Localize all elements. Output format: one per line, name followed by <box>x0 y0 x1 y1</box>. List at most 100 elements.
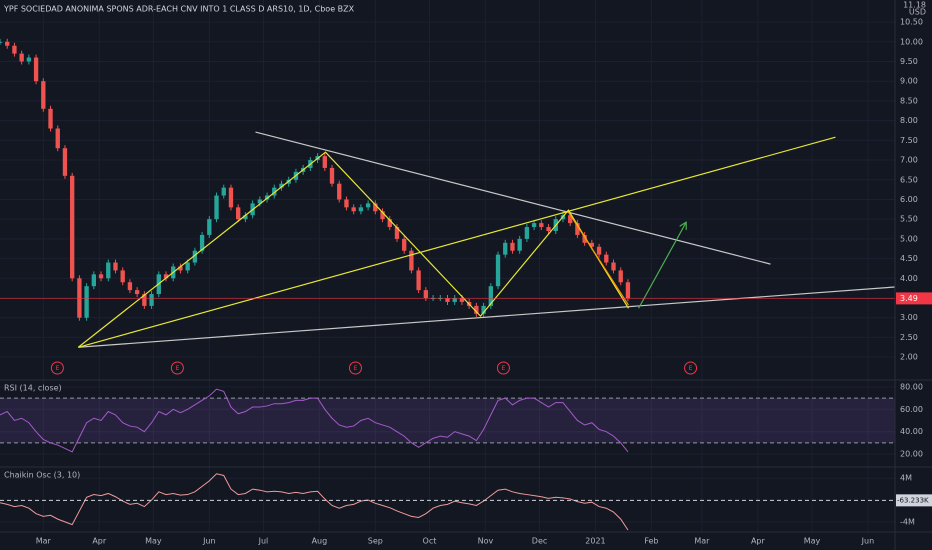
indicator-last-label: -63.233K <box>897 496 929 504</box>
y-tick-label: 3.00 <box>900 313 918 322</box>
candle-body <box>221 187 226 196</box>
candle-body <box>33 57 39 82</box>
candle-body <box>120 270 125 283</box>
x-tick-label: Jun <box>202 537 216 546</box>
candle-body <box>531 223 537 228</box>
candle-body <box>329 167 335 184</box>
candle-body <box>48 108 53 129</box>
y-tick-label: 8.50 <box>900 96 918 105</box>
candle-body <box>199 234 205 251</box>
candle-body <box>365 203 371 208</box>
y-tick-label: 5.00 <box>900 234 918 243</box>
x-tick-label: Nov <box>478 537 494 546</box>
earnings-label: E <box>175 365 179 372</box>
indicator-name: Chaikin Osc (3, 10) <box>4 471 80 480</box>
candle-body <box>106 262 111 279</box>
x-tick-label: Mar <box>36 537 52 546</box>
candle-body <box>192 250 198 263</box>
x-tick-label: Jun <box>861 537 875 546</box>
candle-body <box>228 187 234 208</box>
label-layer: Mar Apr May Jun Jul Aug Sep Oct Nov Dec 2021 Feb Mar… <box>4 18 932 546</box>
indicator-line <box>0 388 629 453</box>
y-tick-label: 6.00 <box>900 195 918 204</box>
candle-body <box>452 298 457 302</box>
candle-body <box>98 274 104 279</box>
candle-body <box>539 223 544 228</box>
candle-body <box>380 211 385 220</box>
y-tick-label: 10.00 <box>900 37 923 46</box>
x-tick-label: Jul <box>258 537 269 546</box>
candle-body <box>596 246 602 255</box>
candle-body <box>604 254 609 263</box>
candle-body <box>618 270 623 283</box>
x-tick-label: Feb <box>644 537 658 546</box>
earnings-marker <box>348 361 362 375</box>
y-tick-label: 2.00 <box>900 353 918 362</box>
last-price-box <box>896 292 932 305</box>
candle-body <box>568 215 573 224</box>
last-price-label: 3.49 <box>900 294 918 303</box>
candle-body <box>517 238 522 251</box>
earnings-marker <box>50 361 64 375</box>
indicator-last-box <box>896 494 932 507</box>
y-tick-label: 7.00 <box>900 156 918 165</box>
candle-body <box>423 290 429 299</box>
candle-body <box>322 156 327 168</box>
y-tick-label: 8.00 <box>900 116 918 125</box>
candle-body <box>84 286 89 318</box>
earnings-marker <box>684 361 698 375</box>
candle-body <box>272 187 277 196</box>
y-tick-label: 7.50 <box>900 136 918 145</box>
candle-body <box>351 207 356 212</box>
trend-line <box>638 223 686 309</box>
x-tick-label: Dec <box>532 537 547 546</box>
candle-body <box>12 45 17 54</box>
candle-body <box>127 282 133 291</box>
candle-body <box>611 262 616 271</box>
y-tick-label: 4M <box>900 474 912 483</box>
candle-body <box>243 215 248 220</box>
y-tick-label: 80.00 <box>900 382 923 391</box>
candle-body <box>0 41 3 43</box>
candle-body <box>41 81 46 109</box>
y-tick-label: 4.50 <box>900 254 918 263</box>
candle-body <box>524 227 530 239</box>
y-tick-label: 5.50 <box>900 215 918 224</box>
candle-body <box>503 242 508 255</box>
candle-body <box>358 207 364 212</box>
y-tick-label: 40.00 <box>900 427 923 436</box>
y-tick-label: 6.50 <box>900 175 918 184</box>
candle-body <box>149 294 154 306</box>
y-tick-label: 9.50 <box>900 57 918 66</box>
candle-body <box>113 262 118 271</box>
chart-title: YPF SOCIEDAD ANONIMA SPONS ADR-EACH CNV … <box>3 5 355 14</box>
candle-body <box>495 254 501 287</box>
indicator-name: RSI (14, close) <box>4 384 62 393</box>
candle-body <box>481 305 486 314</box>
x-tick-label: 2021 <box>585 537 605 546</box>
candle-body <box>5 41 10 46</box>
candle-body <box>344 199 349 208</box>
candle-body <box>134 290 140 295</box>
currency-label: USD <box>909 8 926 17</box>
earnings-marker <box>170 361 184 375</box>
earnings-label: E <box>55 365 59 372</box>
candle-body <box>394 227 400 239</box>
candle-body <box>55 128 60 149</box>
earnings-label: E <box>689 365 693 372</box>
candle-body <box>62 148 68 176</box>
mark-layer <box>0 38 896 531</box>
candle-body <box>546 227 551 231</box>
indicator-line <box>0 473 629 531</box>
candle-body <box>337 183 342 200</box>
candle-body <box>264 195 270 200</box>
candle-body <box>510 242 515 251</box>
y-tick-label: 4.00 <box>900 274 918 283</box>
trend-line <box>255 131 771 265</box>
earnings-label: E <box>502 365 506 372</box>
candle-body <box>185 262 190 271</box>
earnings-marker <box>496 361 510 375</box>
trend-line <box>78 136 836 348</box>
